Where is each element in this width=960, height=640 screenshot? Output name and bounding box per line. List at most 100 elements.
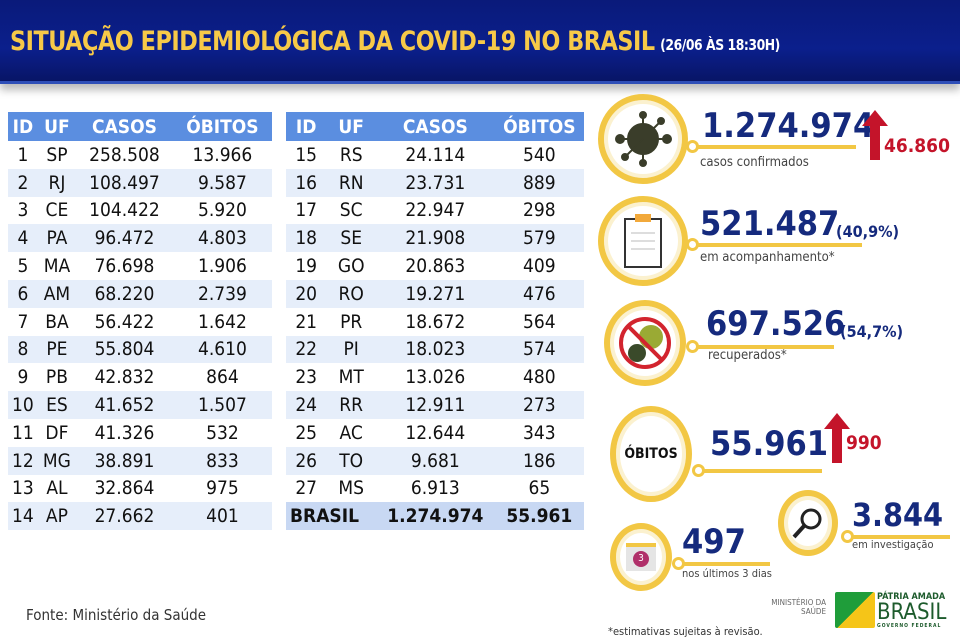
table-row: 3 CE 104.422 5.920 xyxy=(8,197,272,225)
cell-obitos: 1.507 xyxy=(172,391,272,419)
cell-casos: 55.804 xyxy=(76,335,173,364)
total-row: BRASIL 1.274.974 55.961 xyxy=(286,502,584,531)
cell-casos: 19.271 xyxy=(375,279,495,308)
ministry-logo: MINISTÉRIO DA SAÚDE xyxy=(771,598,826,616)
deaths-value: 55.961 xyxy=(710,424,829,464)
total-casos: 1.274.974 xyxy=(375,502,495,531)
cell-casos: 12.644 xyxy=(405,421,466,444)
cell-casos: 96.472 xyxy=(76,224,173,253)
magnifier-icon xyxy=(778,490,838,556)
cell-uf: MA xyxy=(43,255,71,278)
cell-obitos: 298 xyxy=(523,199,556,222)
logo-line1: PÁTRIA AMADA xyxy=(877,592,946,602)
cell-id: 18 xyxy=(286,224,327,253)
deaths-badge: ÓBITOS xyxy=(610,406,692,502)
column-header-uf: UF xyxy=(37,112,77,141)
calendar-icon: 3 xyxy=(610,523,672,591)
arrow-up-icon xyxy=(862,110,888,164)
column-header-obitos: ÓBITOS xyxy=(172,112,272,141)
clipboard-icon xyxy=(598,196,688,286)
table-row: 25 AC 12.644 343 xyxy=(286,419,584,447)
cell-casos: 41.326 xyxy=(94,421,155,444)
cell-id: 20 xyxy=(286,279,327,308)
table-row: 7 BA 56.422 1.642 xyxy=(8,308,272,336)
cell-id: 24 xyxy=(286,391,327,419)
cell-uf: MS xyxy=(338,477,364,500)
cell-id: 27 xyxy=(295,477,318,500)
cell-id: 7 xyxy=(17,310,29,333)
table-header: ID UF CASOS ÓBITOS xyxy=(286,112,584,141)
cell-id: 2 xyxy=(8,168,38,197)
cell-uf: AL xyxy=(46,477,68,500)
table-row: 26 TO 9.681 186 xyxy=(286,446,584,475)
cell-obitos: 9.587 xyxy=(172,168,272,197)
table-row: 10 ES 41.652 1.507 xyxy=(8,391,272,419)
confirmed-label: casos confirmados xyxy=(700,155,809,170)
table-row: 21 PR 18.672 564 xyxy=(286,308,584,336)
cell-obitos: 2.739 xyxy=(172,279,272,308)
cell-uf: AC xyxy=(339,421,363,444)
table-row: 15 RS 24.114 540 xyxy=(286,141,584,169)
cell-casos: 21.908 xyxy=(375,224,495,253)
cell-id: 22 xyxy=(286,335,327,364)
cell-casos: 6.913 xyxy=(410,477,460,500)
cell-uf: RO xyxy=(326,279,376,308)
cell-obitos: 833 xyxy=(172,446,272,475)
cell-uf: PI xyxy=(326,335,376,364)
table-row: 1 SP 258.508 13.966 xyxy=(8,141,272,169)
cell-uf: AP xyxy=(37,502,77,531)
table-row: 14 AP 27.662 401 xyxy=(8,502,272,531)
cell-obitos: 1.906 xyxy=(197,255,247,278)
cell-uf: SP xyxy=(46,143,68,166)
cell-id: 9 xyxy=(17,366,29,389)
cell-casos: 22.947 xyxy=(405,199,466,222)
table-row: 22 PI 18.023 574 xyxy=(286,335,584,364)
table-row: 27 MS 6.913 65 xyxy=(286,475,584,503)
table-row: 12 MG 38.891 833 xyxy=(8,446,272,475)
states-table-right: ID UF CASOS ÓBITOS 15 RS 24.114 540 16 RN 23.731 88… xyxy=(286,112,584,531)
cell-id: 11 xyxy=(12,421,34,444)
cell-uf: PB xyxy=(45,366,68,389)
virus-icon xyxy=(598,94,688,184)
cell-obitos: 273 xyxy=(494,391,584,419)
cell-id: 14 xyxy=(8,502,38,531)
cell-obitos: 4.803 xyxy=(172,224,272,253)
monitoring-value: 521.487 xyxy=(700,204,840,244)
cell-uf: AM xyxy=(37,279,77,308)
cell-casos: 258.508 xyxy=(89,143,160,166)
total-label: BRASIL xyxy=(286,502,376,531)
cell-casos: 42.832 xyxy=(94,366,155,389)
cell-uf: RR xyxy=(326,391,376,419)
column-header-id: ID xyxy=(8,112,38,141)
cell-uf: MT xyxy=(338,366,364,389)
last3-label: nos últimos 3 dias xyxy=(682,567,772,580)
logo-line2: BRASIL xyxy=(877,600,947,625)
cell-obitos: 13.966 xyxy=(192,143,253,166)
cell-id: 8 xyxy=(8,335,38,364)
arrow-up-icon xyxy=(824,413,850,467)
column-header-id: ID xyxy=(286,112,327,141)
cell-casos: 13.026 xyxy=(405,366,466,389)
cell-id: 15 xyxy=(295,143,318,166)
recovered-pct: (54,7%) xyxy=(840,322,904,341)
title-banner: SITUAÇÃO EPIDEMIOLÓGICA DA COVID-19 NO B… xyxy=(0,0,960,84)
cell-obitos: 532 xyxy=(206,421,239,444)
table-row: 19 GO 20.863 409 xyxy=(286,252,584,280)
table-row: 9 PB 42.832 864 xyxy=(8,363,272,391)
deaths-badge-text: ÓBITOS xyxy=(624,446,678,462)
last3-value: 497 xyxy=(682,522,746,562)
table-row: 5 MA 76.698 1.906 xyxy=(8,252,272,280)
cell-casos: 68.220 xyxy=(76,279,173,308)
cell-uf: PE xyxy=(37,335,77,364)
cell-id: 10 xyxy=(8,391,38,419)
investigation-value: 3.844 xyxy=(852,496,944,534)
recovered-label: recuperados* xyxy=(708,348,787,363)
brasil-flag-logo xyxy=(835,592,875,628)
cell-casos: 24.114 xyxy=(405,143,466,166)
cell-id: 26 xyxy=(286,446,327,475)
table-row: 13 AL 32.864 975 xyxy=(8,475,272,503)
cell-casos: 41.652 xyxy=(76,391,173,419)
brasil-logo-text: PÁTRIA AMADA BRASIL GOVERNO FEDERAL xyxy=(877,593,946,629)
cell-id: 13 xyxy=(12,477,34,500)
cell-obitos: 186 xyxy=(494,446,584,475)
